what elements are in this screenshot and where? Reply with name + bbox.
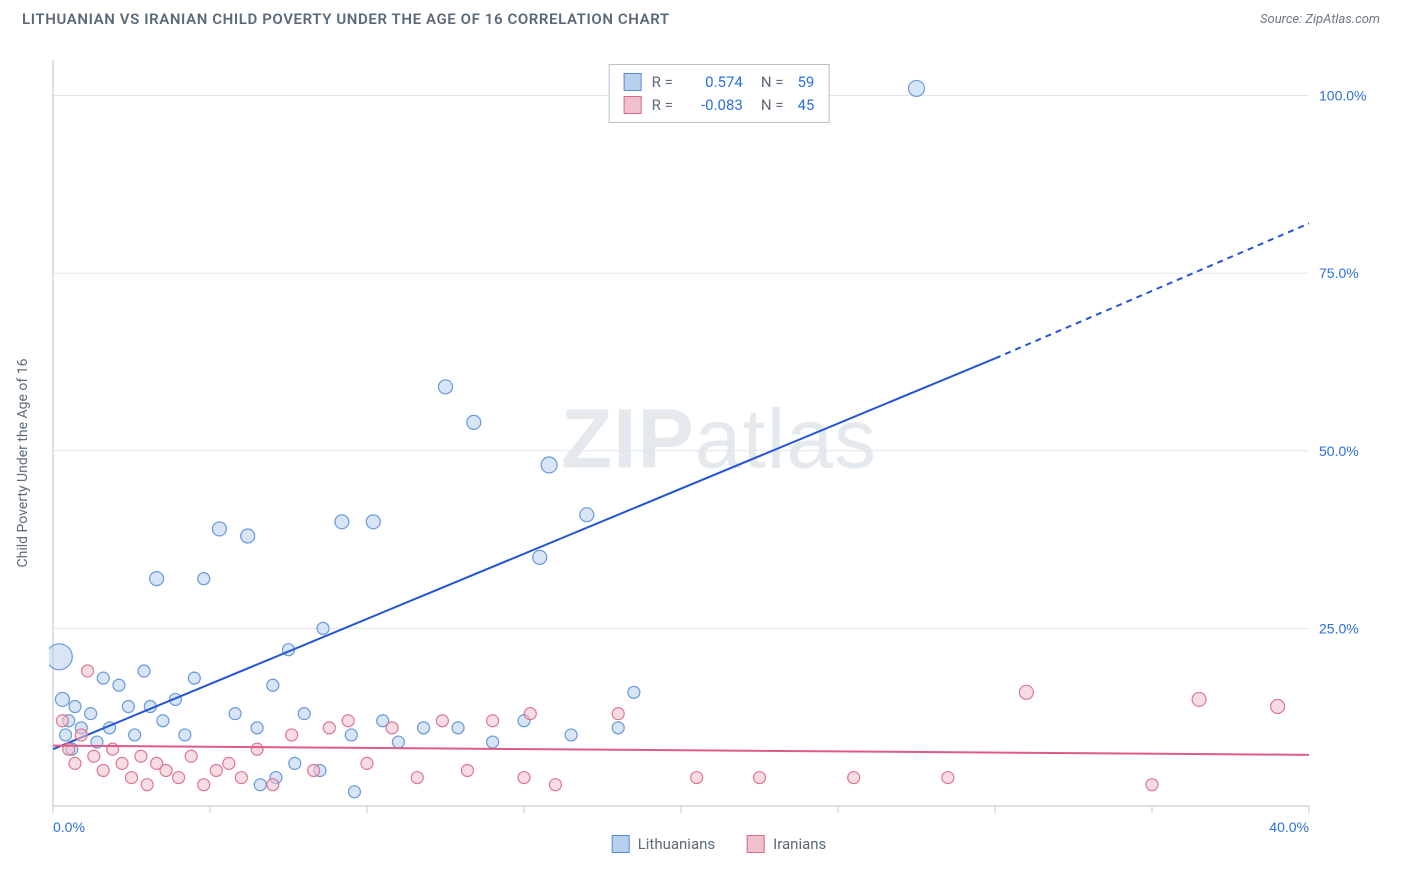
legend-r-label: R =	[652, 94, 673, 117]
legend-n-value: 45	[797, 94, 814, 117]
legend-stats-row: R = 0.574 N = 59	[624, 71, 815, 94]
series-legend-item: Lithuanians	[612, 835, 715, 853]
svg-text:75.0%: 75.0%	[1319, 265, 1359, 281]
series-legend-item: Iranians	[747, 835, 826, 853]
legend-swatch	[747, 835, 765, 853]
legend-r-label: R =	[652, 71, 673, 94]
chart-source: Source: ZipAtlas.com	[1260, 12, 1380, 27]
legend-r-value: -0.083	[687, 94, 743, 117]
chart-area: Child Poverty Under the Age of 16 ZIPatl…	[49, 60, 1389, 850]
svg-text:0.0%: 0.0%	[53, 819, 85, 835]
chart-title: LITHUANIAN VS IRANIAN CHILD POVERTY UNDE…	[22, 10, 670, 28]
legend-n-value: 59	[797, 71, 814, 94]
series-name: Iranians	[773, 835, 826, 853]
scatter-plot: 25.0% 50.0% 75.0% 100.0% 0.0% 40.0%	[49, 60, 1389, 850]
series-name: Lithuanians	[638, 835, 715, 853]
svg-text:40.0%: 40.0%	[1269, 819, 1309, 835]
legend-swatch	[612, 835, 630, 853]
legend-n-label: N =	[761, 71, 784, 94]
svg-text:25.0%: 25.0%	[1319, 620, 1359, 636]
series-legend: Lithuanians Iranians	[612, 835, 827, 853]
svg-text:100.0%: 100.0%	[1319, 88, 1366, 104]
correlation-legend: R = 0.574 N = 59 R = -0.083 N = 45	[609, 64, 830, 123]
legend-r-value: 0.574	[687, 71, 743, 94]
y-axis-label: Child Poverty Under the Age of 16	[15, 359, 31, 568]
svg-text:50.0%: 50.0%	[1319, 443, 1359, 459]
legend-swatch	[624, 96, 642, 114]
legend-n-label: N =	[761, 94, 784, 117]
legend-stats-row: R = -0.083 N = 45	[624, 94, 815, 117]
legend-swatch	[624, 73, 642, 91]
chart-header: LITHUANIAN VS IRANIAN CHILD POVERTY UNDE…	[0, 0, 1406, 34]
